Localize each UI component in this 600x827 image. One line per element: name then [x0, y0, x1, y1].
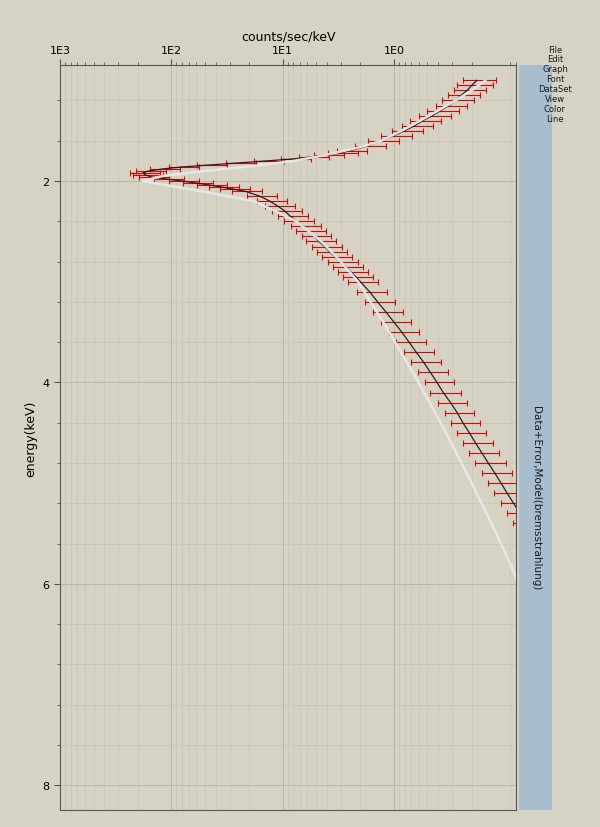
Text: View: View	[545, 95, 565, 104]
Text: DataSet: DataSet	[538, 85, 572, 94]
Text: Graph: Graph	[542, 65, 568, 74]
X-axis label: counts/sec/keV: counts/sec/keV	[241, 31, 335, 43]
Y-axis label: energy(keV): energy(keV)	[24, 400, 37, 476]
Text: Edit: Edit	[547, 55, 563, 65]
Text: Line: Line	[546, 115, 564, 124]
Text: Font: Font	[546, 75, 564, 84]
Text: File: File	[548, 45, 562, 55]
Text: Color: Color	[544, 105, 566, 114]
Text: Data+Error,Model(bremsstrahlung): Data+Error,Model(bremsstrahlung)	[530, 406, 541, 590]
